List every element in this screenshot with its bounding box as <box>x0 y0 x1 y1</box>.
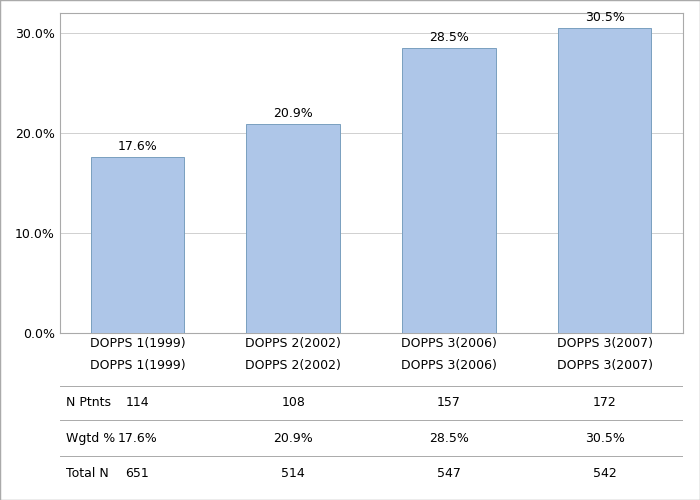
Text: 28.5%: 28.5% <box>429 432 469 444</box>
Bar <box>402 48 496 333</box>
Text: 30.5%: 30.5% <box>584 10 624 24</box>
Text: N Ptnts: N Ptnts <box>66 396 111 409</box>
Text: 542: 542 <box>593 468 617 480</box>
Bar <box>246 124 340 332</box>
Text: 172: 172 <box>593 396 617 409</box>
Text: 17.6%: 17.6% <box>118 140 158 152</box>
Text: 17.6%: 17.6% <box>118 432 158 444</box>
Text: 30.5%: 30.5% <box>584 432 624 444</box>
Text: DOPPS 3(2007): DOPPS 3(2007) <box>556 358 652 372</box>
Text: 651: 651 <box>125 468 149 480</box>
Text: 547: 547 <box>437 468 461 480</box>
Bar <box>91 156 184 332</box>
Text: 157: 157 <box>437 396 461 409</box>
Text: Total N: Total N <box>66 468 108 480</box>
Text: DOPPS 2(2002): DOPPS 2(2002) <box>245 358 341 372</box>
Text: 20.9%: 20.9% <box>273 432 313 444</box>
Bar <box>558 28 652 332</box>
Text: 28.5%: 28.5% <box>429 30 469 44</box>
Text: 114: 114 <box>125 396 149 409</box>
Text: Wgtd %: Wgtd % <box>66 432 115 444</box>
Text: 108: 108 <box>281 396 305 409</box>
Text: 514: 514 <box>281 468 305 480</box>
Text: DOPPS 3(2006): DOPPS 3(2006) <box>401 358 497 372</box>
Text: 20.9%: 20.9% <box>273 106 313 120</box>
Text: DOPPS 1(1999): DOPPS 1(1999) <box>90 358 186 372</box>
